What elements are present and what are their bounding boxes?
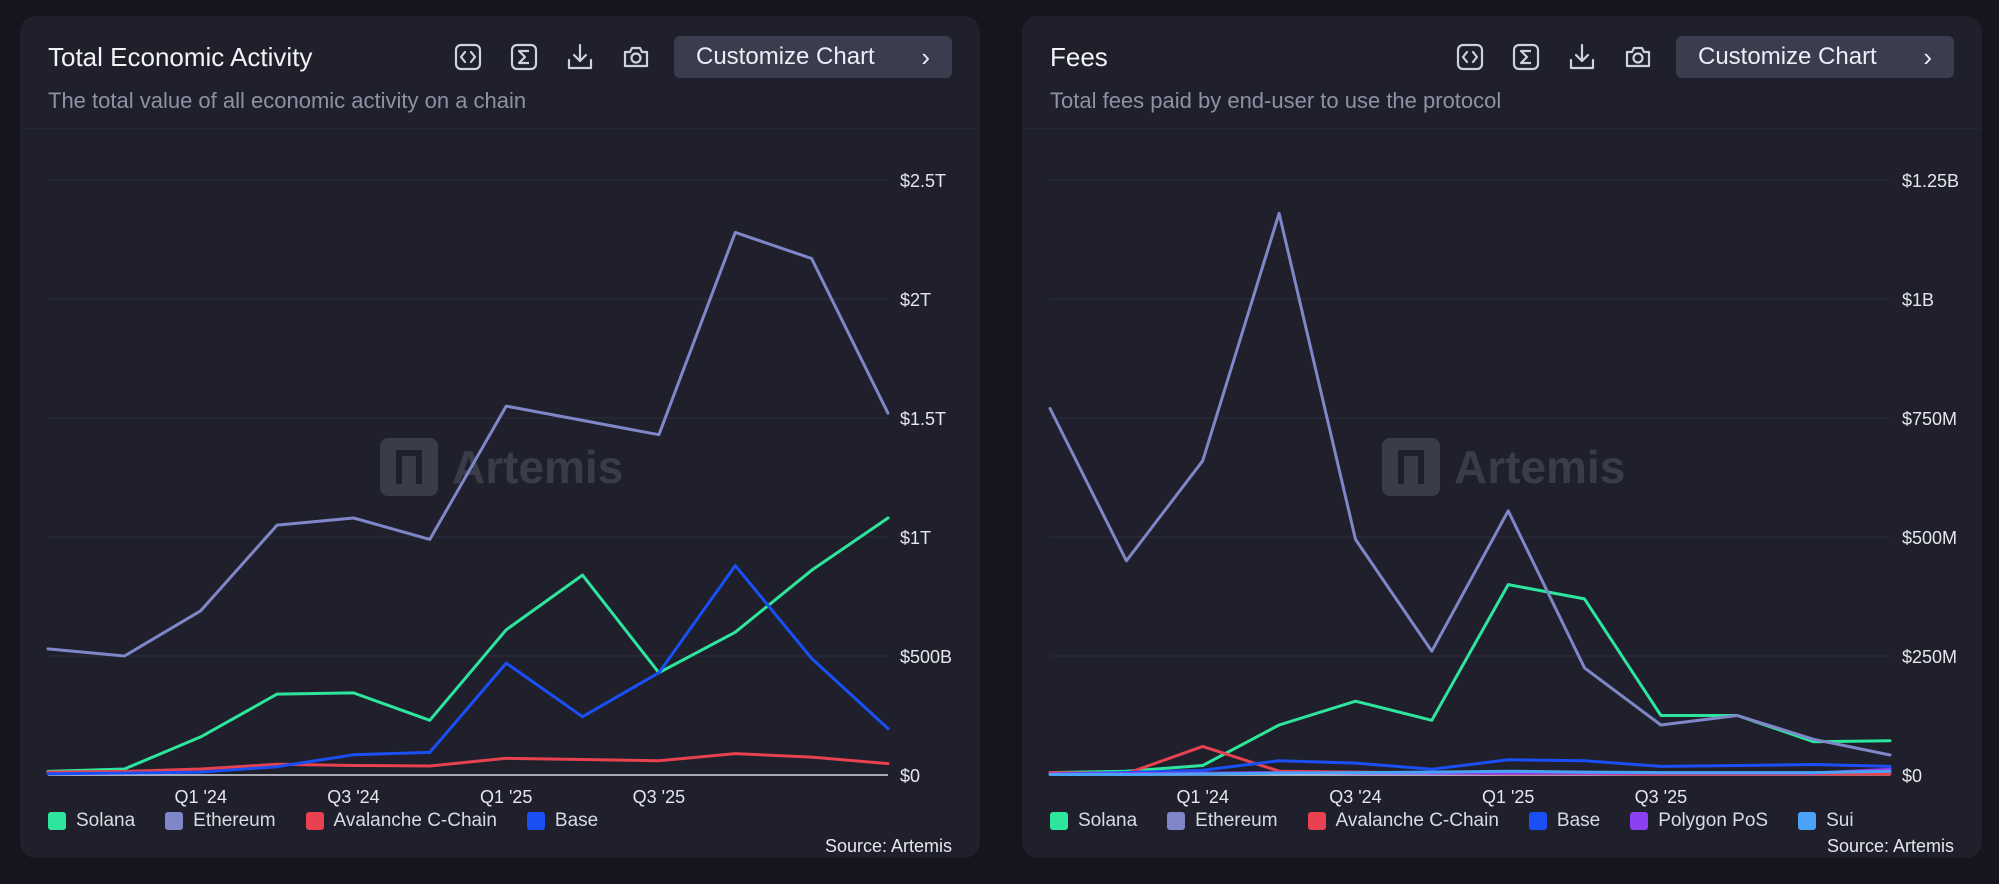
y-tick-label: $1T: [900, 528, 931, 548]
legend-swatch: [1528, 812, 1547, 830]
y-tick-label: $500B: [900, 647, 952, 667]
economic-activity-card: Total Economic Activity The total value …: [20, 16, 980, 858]
legend-label: Solana: [1078, 810, 1138, 831]
chart-plot-area: Artemis $0 $500B $1T $1.5T $2T $2.5T Q1 '24 Q3 …: [20, 128, 980, 858]
embed-code-icon[interactable]: [1452, 39, 1488, 75]
legend-item-base[interactable]: Base: [1528, 810, 1601, 832]
chart-svg: $0 $500B $1T $1.5T $2T $2.5T Q1 '24 Q3 '24 Q1 '2…: [46, 171, 952, 807]
series-line-base[interactable]: [1048, 758, 1892, 776]
legend-label: Base: [554, 810, 599, 831]
artemis-logo-icon: [1382, 438, 1440, 496]
chart-subtitle: The total value of all economic activity…: [48, 88, 527, 113]
legend-swatch: [48, 812, 66, 830]
series-line-avalanche-c-chain[interactable]: [46, 752, 890, 774]
legend-swatch: [1050, 812, 1068, 830]
camera-icon[interactable]: [618, 39, 654, 75]
camera-icon[interactable]: [1620, 39, 1656, 75]
x-tick-label: Q3 '25: [633, 787, 685, 807]
series-line-base[interactable]: [46, 564, 890, 776]
embed-code-icon[interactable]: [450, 39, 486, 75]
chart-legend: Solana Ethereum Avalanche C-Chain Base Polyg…: [1050, 810, 1884, 832]
card-header: Total Economic Activity The total value …: [20, 16, 980, 129]
legend-item-sui[interactable]: Sui: [1798, 810, 1854, 832]
sum-icon[interactable]: [1508, 39, 1544, 75]
series-line-ethereum[interactable]: [46, 230, 890, 658]
series-line-solana[interactable]: [1048, 583, 1892, 775]
y-tick-label: $2T: [900, 290, 931, 310]
legend-item-ethereum[interactable]: Ethereum: [165, 810, 276, 832]
x-tick-label: Q1 '24: [1176, 787, 1228, 807]
source-note: Source: Artemis: [1826, 836, 1954, 856]
y-tick-label: $250M: [1902, 647, 1957, 667]
x-tick-label: Q3 '25: [1635, 787, 1687, 807]
series-line-ethereum[interactable]: [1048, 211, 1892, 757]
card-header: Fees Total fees paid by end-user to use …: [1022, 16, 1982, 129]
legend-label: Avalanche C-Chain: [1335, 810, 1499, 831]
watermark: Artemis: [1382, 438, 1625, 496]
customize-chart-label: Customize Chart: [1698, 43, 1877, 70]
customize-chart-button[interactable]: Customize Chart ›: [674, 36, 952, 78]
fees-card: Fees Total fees paid by end-user to use …: [1022, 16, 1982, 858]
legend-swatch: [526, 812, 545, 830]
legend-label: Ethereum: [193, 810, 276, 831]
y-tick-label: $1.5T: [900, 409, 946, 429]
series-line-sui[interactable]: [1048, 769, 1892, 776]
chart-legend: Solana Ethereum Avalanche C-Chain Base: [48, 810, 628, 832]
y-tick-label: $750M: [1902, 409, 1957, 429]
legend-item-ethereum[interactable]: Ethereum: [1167, 810, 1278, 832]
customize-chart-button[interactable]: Customize Chart ›: [1676, 36, 1954, 78]
legend-swatch: [1630, 812, 1649, 830]
x-tick-label: Q3 '24: [1329, 787, 1381, 807]
chart-title: Total Economic Activity: [48, 42, 313, 72]
chart-svg: $0 $250M $500M $750M $1B $1.25B Q1 '24 Q3 '24 Q1…: [1048, 171, 1959, 807]
x-tick-label: Q1 '24: [174, 787, 226, 807]
legend-swatch: [1798, 812, 1817, 830]
x-tick-label: Q1 '25: [480, 787, 532, 807]
y-tick-label: $2.5T: [900, 171, 946, 191]
legend-label: Base: [1556, 810, 1601, 831]
legend-item-avalanche-c-chain[interactable]: Avalanche C-Chain: [1307, 810, 1499, 832]
legend-swatch: [165, 812, 184, 830]
chart-plot-area: Artemis $0 $250M $500M $750M $1B $1.25B Q1 '24…: [1022, 128, 1982, 858]
y-tick-label: $500M: [1902, 528, 1957, 548]
artemis-logo-icon: [380, 438, 438, 496]
y-tick-label: $0: [900, 766, 920, 786]
legend-label: Polygon PoS: [1658, 810, 1769, 831]
legend-swatch: [305, 812, 324, 830]
chart-toolbar: Customize Chart ›: [1452, 36, 1954, 78]
legend-label: Avalanche C-Chain: [333, 810, 497, 831]
x-tick-label: Q3 '24: [327, 787, 379, 807]
chart-subtitle: Total fees paid by end-user to use the p…: [1050, 88, 1502, 113]
sum-icon[interactable]: [506, 39, 542, 75]
source-note: Source: Artemis: [824, 836, 952, 856]
download-icon[interactable]: [562, 39, 598, 75]
y-tick-label: $1B: [1902, 290, 1934, 310]
chart-toolbar: Customize Chart ›: [450, 36, 952, 78]
legend-item-avalanche-c-chain[interactable]: Avalanche C-Chain: [305, 810, 497, 832]
series-line-solana[interactable]: [46, 516, 890, 773]
x-tick-label: Q1 '25: [1482, 787, 1534, 807]
legend-item-base[interactable]: Base: [526, 810, 599, 832]
legend-label: Ethereum: [1195, 810, 1278, 831]
legend-item-solana[interactable]: Solana: [48, 810, 135, 832]
legend-item-polygon-pos[interactable]: Polygon PoS: [1630, 810, 1768, 832]
watermark-text: Artemis: [1454, 441, 1626, 493]
download-icon[interactable]: [1564, 39, 1600, 75]
chevron-right-icon: ›: [1923, 41, 1932, 72]
legend-item-solana[interactable]: Solana: [1050, 810, 1137, 832]
legend-swatch: [1307, 812, 1326, 830]
y-tick-label: $1.25B: [1902, 171, 1959, 191]
legend-label: Sui: [1826, 810, 1854, 831]
legend-swatch: [1167, 812, 1186, 830]
legend-label: Solana: [76, 810, 136, 831]
customize-chart-label: Customize Chart: [696, 43, 875, 70]
chart-title: Fees: [1050, 42, 1108, 72]
chevron-right-icon: ›: [921, 41, 930, 72]
y-tick-label: $0: [1902, 766, 1922, 786]
